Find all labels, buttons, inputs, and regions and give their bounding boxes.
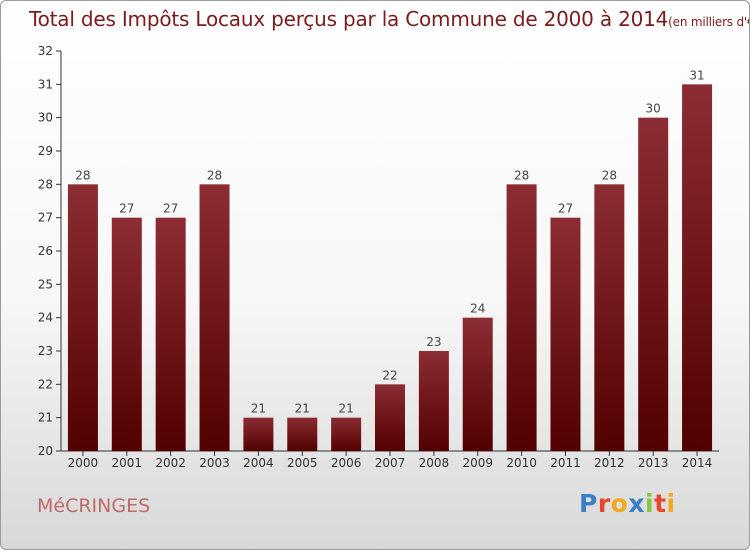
bar xyxy=(375,384,405,451)
logo-letter: i xyxy=(645,489,655,518)
data-label: 27 xyxy=(163,202,178,216)
y-tick-label: 25 xyxy=(38,277,53,291)
data-label: 28 xyxy=(602,168,617,182)
bar xyxy=(638,117,669,452)
x-tick-label: 2003 xyxy=(199,456,230,470)
y-tick-label: 28 xyxy=(38,177,53,191)
y-tick-label: 22 xyxy=(38,377,53,391)
bar xyxy=(111,217,142,451)
proxiti-logo: Proxiti xyxy=(579,489,676,518)
y-tick-label: 26 xyxy=(38,244,53,258)
bar xyxy=(67,184,98,452)
data-labels: 28 27 27 28 21 21 21 22 23 24 28 27 28 30 31 xyxy=(75,68,704,415)
y-tick-label: 31 xyxy=(38,77,53,91)
data-label: 28 xyxy=(75,168,90,182)
bar xyxy=(594,184,625,452)
x-tick-label: 2006 xyxy=(331,456,362,470)
data-label: 28 xyxy=(207,168,222,182)
data-label: 22 xyxy=(382,368,397,382)
logo-letter: x xyxy=(628,489,645,518)
x-tick-label: 2013 xyxy=(638,456,669,470)
logo-letter: r xyxy=(597,489,611,518)
x-tick-label: 2014 xyxy=(682,456,713,470)
axes: 20 21 22 23 24 25 26 27 28 29 30 31 32 2000 2001 2002 20… xyxy=(38,44,719,470)
data-label: 27 xyxy=(558,202,573,216)
chart-unit: (en milliers d'€) xyxy=(668,15,750,29)
bar xyxy=(682,84,713,451)
data-label: 28 xyxy=(514,168,529,182)
x-tick-label: 2000 xyxy=(68,456,99,470)
data-label: 31 xyxy=(689,68,704,82)
data-label: 21 xyxy=(295,402,310,416)
x-tick-label: 2008 xyxy=(419,456,450,470)
bar xyxy=(462,317,493,451)
y-tick-label: 24 xyxy=(38,311,53,325)
y-tick-label: 21 xyxy=(38,411,53,425)
y-tick-label: 27 xyxy=(38,211,53,225)
logo-letter: o xyxy=(610,489,629,518)
logo-letter: t xyxy=(654,489,667,518)
commune-name: MéCRINGES xyxy=(37,495,151,517)
x-tick-label: 2010 xyxy=(506,456,537,470)
data-label: 27 xyxy=(119,202,134,216)
data-label: 24 xyxy=(470,302,485,316)
bar xyxy=(331,417,362,451)
y-tick-label: 30 xyxy=(38,111,53,125)
x-tick-label: 2011 xyxy=(550,456,581,470)
data-label: 21 xyxy=(338,402,353,416)
x-tick-label: 2012 xyxy=(594,456,625,470)
y-tick-label: 32 xyxy=(38,44,53,58)
x-tick-label: 2002 xyxy=(155,456,186,470)
bar xyxy=(550,217,581,451)
x-tick-label: 2005 xyxy=(287,456,318,470)
x-tick-label: 2001 xyxy=(112,456,143,470)
y-tick-label: 23 xyxy=(38,344,53,358)
x-tick-label: 2004 xyxy=(243,456,274,470)
bar xyxy=(506,184,537,452)
x-tick-label: 2007 xyxy=(375,456,406,470)
data-label: 23 xyxy=(426,335,441,349)
data-label: 30 xyxy=(646,102,661,116)
logo-letter: i xyxy=(666,489,676,518)
bar xyxy=(199,184,230,452)
chart-title: Total des Impôts Locaux perçus par la Co… xyxy=(29,7,750,31)
bars xyxy=(67,84,713,452)
bar xyxy=(418,351,449,451)
bar xyxy=(287,417,318,451)
y-tick-label: 29 xyxy=(38,144,53,158)
y-tick-label: 20 xyxy=(38,444,53,458)
x-tick-label: 2009 xyxy=(462,456,493,470)
data-label: 21 xyxy=(251,402,266,416)
bar xyxy=(243,417,274,451)
bar xyxy=(155,217,186,451)
chart-title-text: Total des Impôts Locaux perçus par la Co… xyxy=(29,7,669,31)
logo-letter: P xyxy=(579,489,598,518)
